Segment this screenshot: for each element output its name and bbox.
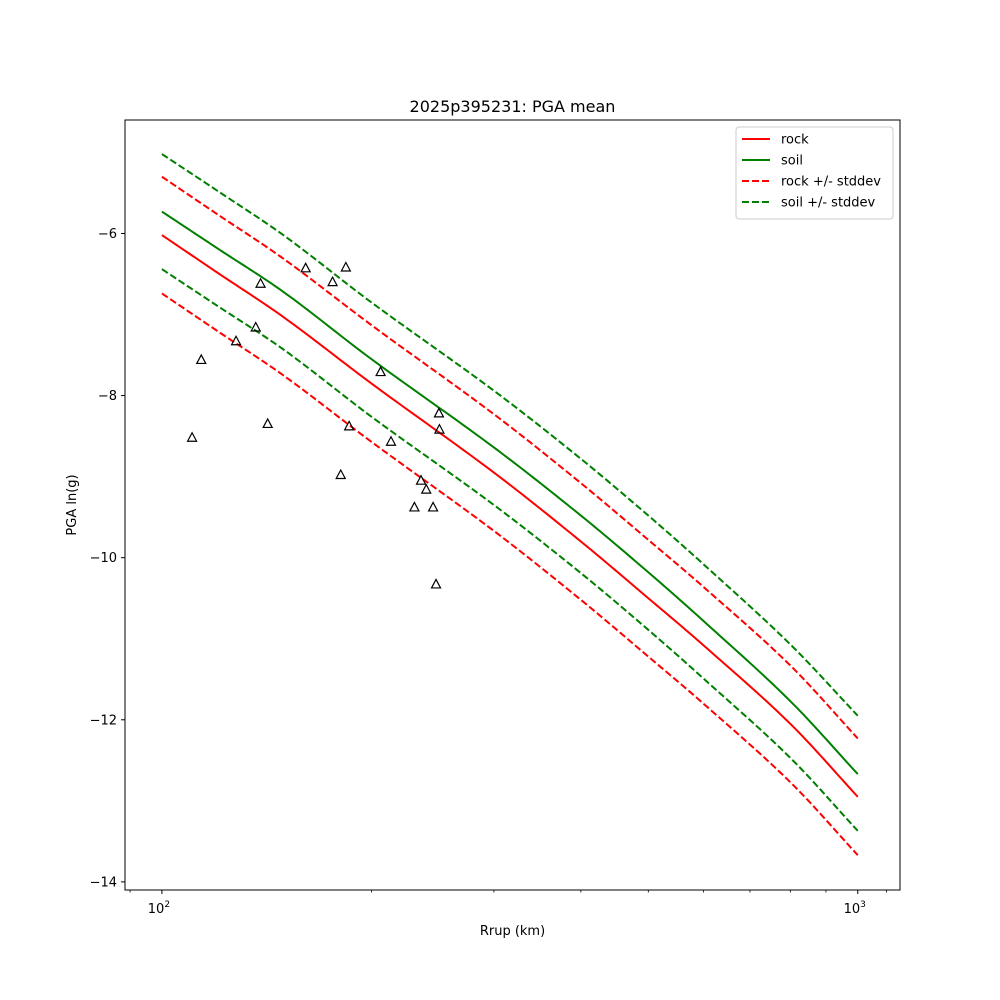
observation-point	[430, 578, 442, 589]
curves-layer	[161, 153, 859, 856]
y-tick-label: −14	[90, 875, 117, 890]
observations-layer	[186, 261, 445, 589]
series-line-5	[161, 153, 859, 717]
observation-point	[230, 334, 242, 346]
observation-point	[335, 468, 347, 480]
series-line-6	[161, 268, 859, 832]
plot-frame	[124, 119, 901, 891]
y-tick-label: −10	[90, 551, 117, 566]
observation-point	[195, 353, 207, 365]
y-tick-label: −12	[90, 713, 117, 728]
legend: rock soil rock +/- stddev soil +/- stddev	[735, 126, 894, 220]
x-tick-label: 102	[148, 900, 170, 917]
x-tick-label: 103	[844, 900, 866, 917]
legend-label: rock	[781, 133, 809, 148]
observation-point	[250, 321, 262, 332]
observation-point	[433, 407, 445, 418]
observation-point	[433, 423, 445, 434]
observation-point	[300, 262, 312, 273]
legend-label: rock +/- stddev	[781, 175, 881, 190]
legend-box	[735, 126, 894, 220]
series-line-4	[161, 292, 859, 856]
x-axis-label: Rrup (km)	[480, 924, 545, 939]
legend-label: soil	[781, 154, 803, 169]
series-line-3	[161, 175, 859, 740]
observation-point	[340, 261, 352, 272]
observation-point	[327, 275, 339, 287]
observation-point	[255, 277, 267, 288]
axes-layer: −6 −8 −10 −12 −14 102 103	[90, 119, 901, 917]
observation-point	[385, 435, 397, 446]
observation-point	[408, 501, 420, 512]
y-tick-label: −8	[98, 389, 117, 404]
observation-point	[262, 417, 274, 429]
chart-title: 2025p395231: PGA mean	[410, 97, 616, 116]
legend-label: soil +/- stddev	[781, 196, 876, 211]
observation-point	[427, 501, 439, 512]
observation-point	[186, 431, 198, 442]
series-line-1	[161, 234, 859, 798]
observation-point	[343, 420, 355, 431]
y-tick-label: −6	[98, 227, 117, 242]
series-line-2	[161, 210, 859, 775]
observation-point	[375, 365, 387, 377]
observation-point	[420, 483, 432, 494]
y-axis-label: PGA ln(g)	[65, 474, 80, 535]
observation-point	[415, 474, 427, 485]
